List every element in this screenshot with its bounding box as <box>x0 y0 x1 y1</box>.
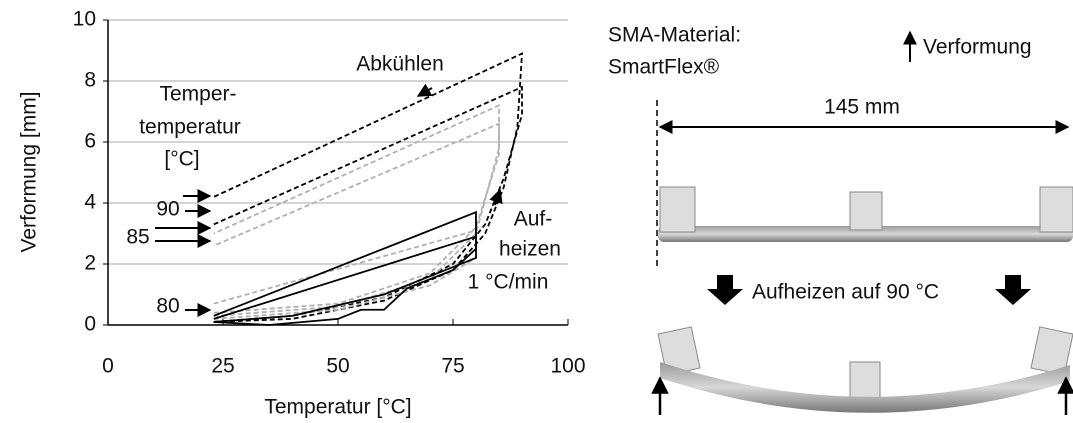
pointer-arrow <box>416 83 433 97</box>
length-label: 145 mm <box>824 96 900 119</box>
y-tick-label: 2 <box>84 252 96 275</box>
y-axis-label: Verformung [mm] <box>18 91 41 252</box>
data-line <box>213 229 477 320</box>
bent-specimen <box>660 362 1070 413</box>
data-line <box>213 104 500 317</box>
y-tick-label: 6 <box>84 130 96 153</box>
down-arrow <box>995 275 1031 305</box>
data-line <box>213 235 477 323</box>
data-line <box>213 52 523 323</box>
material-label: SMA-Material: <box>608 24 741 47</box>
annotation: [°C] <box>164 148 199 171</box>
annotation: 80 <box>156 295 179 318</box>
data-line <box>213 122 500 314</box>
annotation: 1 °C/min <box>468 271 549 294</box>
x-tick-label: 0 <box>102 355 114 378</box>
y-tick-label: 4 <box>84 191 96 214</box>
annotation: 85 <box>126 226 149 249</box>
annotation: Temper- <box>159 83 236 106</box>
straight-specimen <box>658 226 1073 242</box>
sensor-blocks <box>657 186 1073 399</box>
annotation: Auf- <box>514 208 553 231</box>
x-tick-label: 100 <box>550 355 585 378</box>
x-axis-label: Temperatur [°C] <box>264 396 411 419</box>
down-arrow <box>707 275 743 305</box>
y-tick-label: 10 <box>73 8 96 31</box>
process-label: Aufheizen auf 90 °C <box>752 281 939 304</box>
data-line <box>213 210 477 326</box>
photo-panel: SMA-Material: SmartFlex® Verformung 145 … <box>608 24 1073 415</box>
data-line <box>213 85 523 323</box>
x-tick-label: 75 <box>441 355 464 378</box>
material-name: SmartFlex® <box>608 56 720 79</box>
pointer-arrow <box>489 188 503 206</box>
annotation: heizen <box>499 238 561 261</box>
direction-label: Verformung <box>923 36 1032 59</box>
x-tick-label: 25 <box>211 355 234 378</box>
chart: Verformung [mm] Temperatur [°C] 02468100… <box>18 8 586 419</box>
annotation: Abkühlen <box>356 53 444 76</box>
annotation: 90 <box>156 198 179 221</box>
x-tick-label: 50 <box>326 355 349 378</box>
y-tick-label: 8 <box>84 69 96 92</box>
annotation: temperatur <box>139 116 241 139</box>
y-tick-label: 0 <box>84 313 96 336</box>
